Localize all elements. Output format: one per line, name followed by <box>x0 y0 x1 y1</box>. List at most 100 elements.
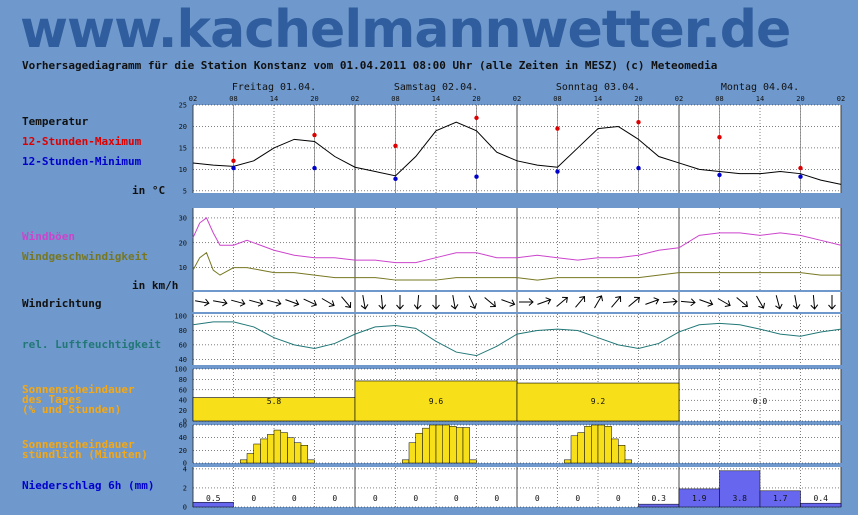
wind-direction-arrow <box>736 297 748 308</box>
arrow-shape <box>303 298 318 307</box>
arrow-shape <box>699 299 714 307</box>
sun-hour-bar <box>294 442 302 464</box>
wind-direction-arrow <box>378 294 387 310</box>
wind-tick-label: 30 <box>179 214 187 222</box>
sun-hour-bar <box>442 424 450 464</box>
humidity-label: rel. Luftfeuchtigkeit <box>22 338 162 351</box>
precipitation-value: 0 <box>251 494 256 503</box>
precipitation-tick-label: 0 <box>183 504 187 512</box>
temperature-tick-label: 25 <box>179 102 187 110</box>
sun-day-label-2: des Tages <box>22 393 82 406</box>
wind-direction-arrow <box>450 295 459 310</box>
wind-unit-label: in km/h <box>132 279 179 292</box>
hour-tick-label: 14 <box>756 95 764 103</box>
temperature-label: Temperatur <box>22 115 89 128</box>
min-temp-point <box>231 165 236 171</box>
temperature-tick-label: 15 <box>179 144 187 152</box>
sun-hour-bar <box>415 432 423 464</box>
arrow-shape <box>341 296 352 308</box>
max-temp-point <box>717 134 722 140</box>
sun-day-bar <box>354 380 518 422</box>
arrow-shape <box>195 298 210 307</box>
sun-hour-bar <box>577 432 585 464</box>
hour-tick-label: 08 <box>229 95 237 103</box>
sun-hour-bar <box>618 445 626 464</box>
hour-tick-label: 08 <box>391 95 399 103</box>
arrow-shape <box>775 295 783 310</box>
temp-unit-label: in °C <box>132 184 166 197</box>
day-label: Freitag 01.04. <box>232 82 316 93</box>
sun-day-label-1: Sonnenscheindauer <box>22 383 135 396</box>
sun-day-value: 0.0 <box>753 397 768 406</box>
sun-hour-bar <box>570 435 578 464</box>
max-temp-point <box>312 132 317 138</box>
humidity-line <box>192 321 842 357</box>
hour-tick-label: 20 <box>472 95 480 103</box>
wind-direction-arrow <box>413 294 422 310</box>
sun-hour-bar <box>280 432 288 464</box>
wind-direction-arrow <box>556 296 568 307</box>
hour-tick-label: 14 <box>270 95 278 103</box>
arrow-shape <box>396 295 404 310</box>
hour-tick-label: 14 <box>594 95 602 103</box>
max-temp-point <box>798 165 803 171</box>
humidity-tick-label: 40 <box>179 356 187 364</box>
sun-hour-bar <box>584 426 592 464</box>
sun-day-tick-label: 100 <box>174 366 187 374</box>
max-temp-point <box>474 115 479 121</box>
wind-direction-arrow <box>249 299 264 307</box>
wind-tick-label: 20 <box>179 239 187 247</box>
arrow-shape <box>321 298 335 308</box>
wind-tick-label: 10 <box>179 264 187 272</box>
precipitation-value: 0.4 <box>814 494 829 503</box>
temperature-tick-label: 5 <box>183 187 187 195</box>
day-label: Samstag 02.04. <box>394 82 478 93</box>
precipitation-bar <box>800 502 842 508</box>
arrow-shape <box>285 299 300 307</box>
wind-direction-arrow <box>432 295 440 310</box>
wind-direction-arrow <box>213 298 228 307</box>
hour-tick-label: 20 <box>634 95 642 103</box>
precipitation-value: 0 <box>454 494 459 503</box>
min-temp-point <box>636 165 641 171</box>
precipitation-value: 0 <box>373 494 378 503</box>
sun-hour-label-1: Sonnenscheindauer <box>22 438 135 451</box>
hour-tick-label: 02 <box>351 95 359 103</box>
wind-direction-arrow <box>195 298 210 307</box>
arrow-shape <box>413 294 422 310</box>
sun-hour-bar <box>408 442 416 464</box>
sun-day-value: 9.2 <box>591 397 606 406</box>
precipitation-bar <box>759 490 801 508</box>
precipitation-value: 0 <box>413 494 418 503</box>
arrow-shape <box>484 297 496 308</box>
sun-day-tick-label: 40 <box>179 397 187 405</box>
precipitation-tick-label: 2 <box>183 484 187 492</box>
sun-hour-bar <box>429 424 437 464</box>
sun-day-tick-label: 60 <box>179 386 187 394</box>
max-temp-label: 12-Stunden-Maximum <box>22 135 142 148</box>
wind-direction-arrow <box>285 299 300 307</box>
precipitation-value: 1.7 <box>773 494 788 503</box>
hour-tick-label: 20 <box>796 95 804 103</box>
wind-speed-line <box>192 251 841 281</box>
temperature-tick-label: 20 <box>179 123 187 131</box>
wind-direction-arrow <box>484 297 496 308</box>
wind-direction-arrow <box>792 295 801 310</box>
wind-direction-arrow <box>628 296 640 307</box>
wind-direction-arrow <box>519 298 534 306</box>
sun-hour-tick-label: 40 <box>179 434 187 442</box>
sun-hour-bar <box>273 429 281 464</box>
sun-hour-bar <box>604 426 612 464</box>
wind-direction-arrow <box>756 295 766 309</box>
precipitation-label: Niederschlag 6h (mm) <box>22 479 155 492</box>
min-temp-point <box>312 165 317 171</box>
site-title[interactable]: www.kachelmannwetter.de <box>20 0 791 60</box>
gusts-label: Windböen <box>22 230 75 243</box>
arrow-shape <box>360 295 369 310</box>
sun-hour-bar <box>611 438 619 464</box>
wind-direction-arrow <box>680 298 696 307</box>
sun-day-tick-label: 0 <box>183 418 187 426</box>
temperature-line <box>192 121 842 185</box>
humidity-tick-label: 60 <box>179 341 187 349</box>
